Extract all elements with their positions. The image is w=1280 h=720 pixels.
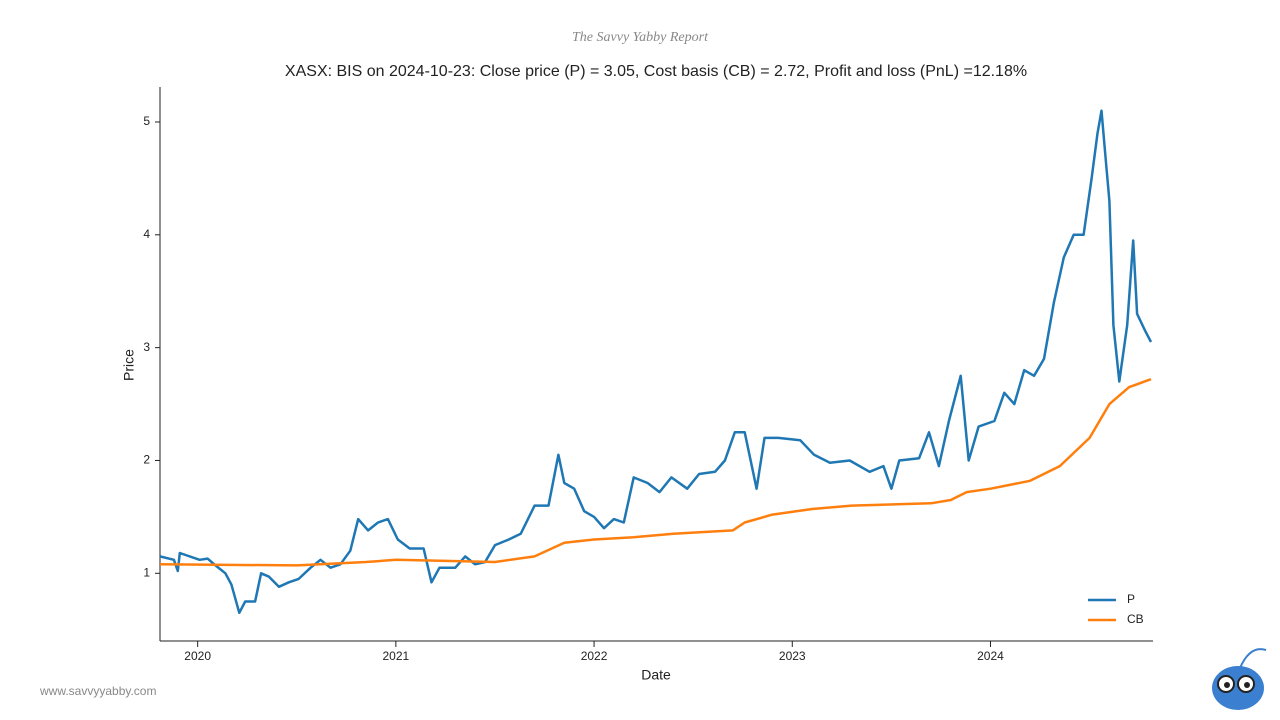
series-line bbox=[159, 109, 1153, 615]
logo bbox=[1212, 648, 1267, 710]
legend-label: P bbox=[1127, 592, 1135, 606]
x-tick-label: 2024 bbox=[977, 649, 1004, 663]
legend-label: CB bbox=[1127, 612, 1144, 626]
x-tick-label: 2021 bbox=[383, 649, 410, 663]
y-axis-label: Price bbox=[121, 349, 137, 381]
chart-title: XASX: BIS on 2024-10-23: Close price (P)… bbox=[285, 63, 1027, 80]
x-axis-label: Date bbox=[641, 667, 671, 683]
y-tick-label: 4 bbox=[143, 227, 150, 241]
y-tick-label: 5 bbox=[143, 114, 150, 128]
website: www.savvyyabby.com bbox=[39, 684, 156, 698]
y-tick-label: 2 bbox=[143, 453, 150, 467]
y-tick-label: 1 bbox=[143, 565, 150, 579]
y-tick-label: 3 bbox=[143, 340, 150, 354]
x-tick-label: 2023 bbox=[779, 649, 806, 663]
series-line bbox=[159, 378, 1152, 567]
x-tick-label: 2020 bbox=[184, 649, 211, 663]
x-tick-label: 2022 bbox=[581, 649, 608, 663]
report-header: The Savvy Yabby Report bbox=[572, 30, 709, 45]
